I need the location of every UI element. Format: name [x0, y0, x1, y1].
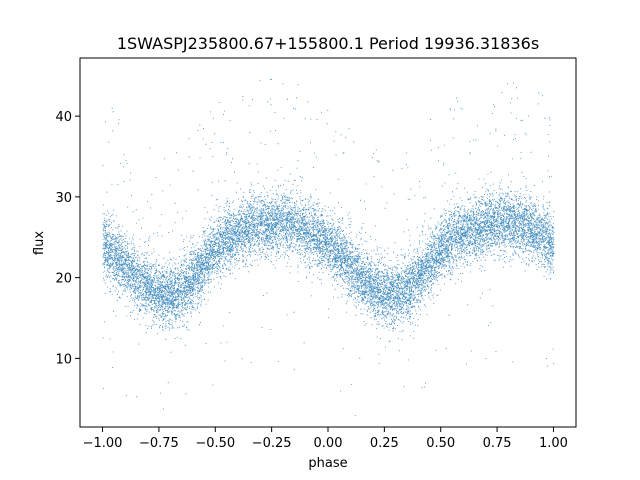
x-tick-label: −0.25	[252, 436, 292, 451]
y-tick-label: 10	[55, 352, 72, 367]
x-tick-label: 0.75	[483, 436, 512, 451]
x-tick-label: −1.00	[83, 436, 123, 451]
scatter-points	[102, 79, 555, 417]
data-points	[102, 79, 555, 417]
y-axis: 10 20 30 40	[55, 110, 80, 367]
y-axis-label: flux	[32, 231, 47, 255]
x-tick-label: −0.75	[139, 436, 179, 451]
x-tick-label: 1.00	[539, 436, 568, 451]
y-tick-label: 30	[55, 191, 72, 206]
x-axis-label: phase	[308, 456, 347, 471]
x-tick-label: 0.50	[426, 436, 455, 451]
chart-title: 1SWASPJ235800.67+155800.1 Period 19936.3…	[117, 34, 539, 53]
x-tick-label: 0.25	[370, 436, 399, 451]
x-tick-label: 0.00	[314, 436, 343, 451]
y-tick-label: 20	[55, 272, 72, 287]
y-tick-label: 40	[55, 110, 72, 125]
x-tick-label: −0.50	[195, 436, 235, 451]
x-axis: −1.00 −0.75 −0.50 −0.25 0.00 0.25 0.50 0.75 1.00	[83, 427, 568, 451]
